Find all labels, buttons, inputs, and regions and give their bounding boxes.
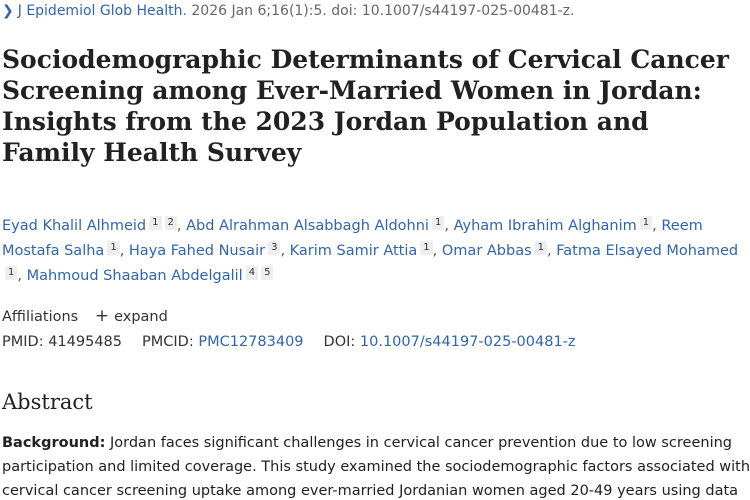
author-link[interactable]: Reem Mostafa Salha: [2, 218, 703, 259]
author-link[interactable]: Eyad Khalil Alhmeid: [2, 218, 147, 234]
author-entry: Mahmoud Shaaban Abdelgalil 4 5: [26, 266, 274, 284]
author-entry: Abd Alrahman Alsabbagh Aldohni 1,: [186, 216, 454, 234]
citation-details: 2026 Jan 6;16(1):5. doi: 10.1007/s44197-…: [191, 3, 575, 19]
pmid-value: 41495485: [48, 334, 123, 350]
pmcid-link[interactable]: PMC12783409: [198, 334, 304, 350]
affiliation-number[interactable]: 5: [261, 266, 274, 280]
chevron-right-icon: ❯: [2, 3, 14, 19]
affiliation-number[interactable]: 1: [149, 216, 162, 230]
affiliation-number[interactable]: 1: [420, 241, 433, 255]
author-entry: Fatma Elsayed Mohamed1,: [2, 243, 738, 284]
author-entry: Reem Mostafa Salha 1,: [2, 218, 703, 259]
author-entry: Karim Samir Attia 1,: [289, 241, 442, 259]
author-entry: Eyad Khalil Alhmeid 1 2,: [2, 216, 187, 234]
affiliation-number[interactable]: 1: [639, 216, 653, 230]
doi-label: DOI:: [323, 334, 356, 350]
author-entry: Haya Fahed Nusair 3,: [128, 241, 290, 259]
author-list: Eyad Khalil Alhmeid 1 2, Abd Alrahman Alsa…: [2, 214, 748, 289]
author-link[interactable]: Fatma Elsayed Mohamed: [556, 243, 739, 259]
background-label: Background:: [2, 435, 106, 451]
article-title: Sociodemographic Determinants of Cervica…: [2, 45, 729, 167]
affiliations-label: Affiliations: [2, 309, 79, 325]
background-text: Jordan faces significant challenges in c…: [2, 435, 750, 499]
author-link[interactable]: Haya Fahed Nusair: [128, 243, 266, 259]
abstract-background: Background: Jordan faces significant cha…: [2, 431, 750, 500]
plus-icon: +: [94, 306, 110, 326]
doi-link[interactable]: 10.1007/s44197-025-00481-z: [359, 334, 576, 350]
author-link[interactable]: Omar Abbas: [441, 243, 532, 259]
pmid-label: PMID:: [2, 334, 44, 350]
pmcid-label: PMCID:: [142, 334, 194, 350]
affiliation-number[interactable]: 2: [164, 216, 177, 230]
abstract-heading: Abstract: [2, 390, 93, 414]
author-entry: Omar Abbas 1,: [441, 241, 557, 259]
affiliation-number[interactable]: 1: [431, 216, 445, 230]
journal-link[interactable]: J Epidemiol Glob Health: [17, 3, 183, 19]
author-link[interactable]: Abd Alrahman Alsabbagh Aldohni: [186, 218, 429, 234]
expand-affiliations-button[interactable]: + expand: [94, 306, 168, 326]
article-identifiers: PMID: 41495485 PMCID: PMC12783409 DOI: 10.…: [2, 334, 576, 350]
affiliation-number[interactable]: 4: [245, 266, 259, 280]
affiliation-number[interactable]: 1: [534, 241, 548, 255]
author-link[interactable]: Karim Samir Attia: [289, 243, 418, 259]
author-link[interactable]: Ayham Ibrahim Alghanim: [453, 218, 637, 234]
author-link[interactable]: Mahmoud Shaaban Abdelgalil: [26, 268, 243, 284]
author-entry: Ayham Ibrahim Alghanim 1,: [453, 216, 662, 234]
expand-label: expand: [114, 309, 168, 325]
affiliation-number[interactable]: 3: [268, 241, 281, 255]
affiliations-row: Affiliations + expand: [2, 306, 168, 326]
affiliation-number[interactable]: 1: [5, 266, 18, 280]
affiliation-number[interactable]: 1: [107, 241, 120, 255]
journal-citation: ❯ J Epidemiol Glob Health. 2026 Jan 6;16(…: [2, 3, 575, 19]
